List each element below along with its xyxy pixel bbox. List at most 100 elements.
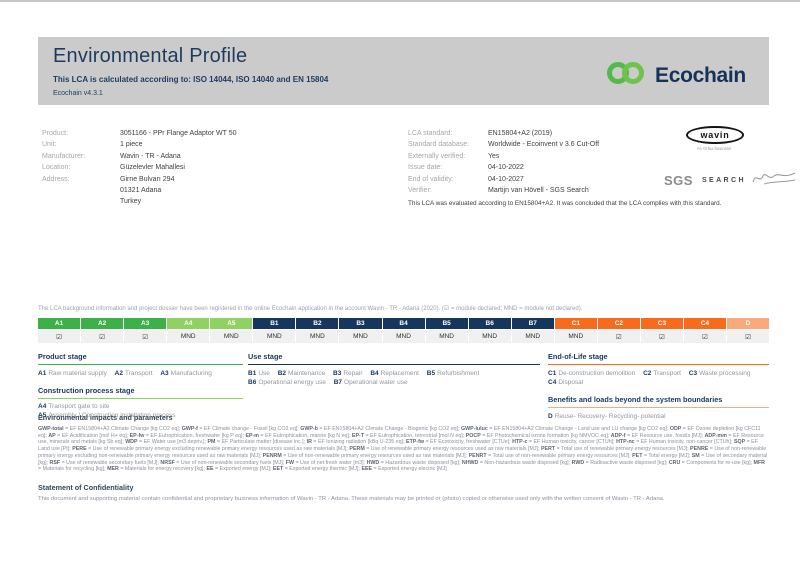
impact-definition: HTP-cEF Human toxicity, cancer [CTUh] [512, 439, 615, 445]
impact-term: GWP-luluc [461, 426, 494, 432]
impact-description: Exported energy thermic [MJ] [289, 466, 359, 473]
impact-description: Hazardous waste disposed [kg] [385, 459, 459, 466]
info-row: Standard database: Worldwide - Ecoinvent… [408, 139, 708, 150]
info-row: Location: Güzelevler Mahallesi [42, 162, 382, 173]
impact-definition: PEREUse of renewable primary energy excl… [72, 446, 348, 452]
legend-item: B5 Refurbishment [427, 370, 480, 377]
impact-term: PET [632, 453, 648, 459]
impact-description: EF Ecotoxicity, freshwater [CTUe] [430, 439, 510, 446]
module-column: B1 MND [253, 318, 296, 343]
impact-definition: EEEExported energy electric [MJ] [361, 466, 446, 472]
legend-title-eol-stage: End-of-Life stage [548, 352, 769, 365]
product-info-section: Product: 3051166 - PPr Flange Adaptor WT… [42, 128, 382, 208]
impact-term: AP [48, 433, 61, 439]
impact-description: Radioactive waste disposed [kg] [590, 459, 666, 466]
impact-description: Non-hazardous waste disposed [kg] [484, 459, 569, 466]
impact-term: EET [273, 466, 289, 472]
legend-item: C4 Disposal [548, 379, 583, 386]
impact-description: Use of renewable primary energy excludin… [92, 446, 347, 453]
legend-item: B6 Operational energy use [248, 379, 326, 386]
impact-term: EE [206, 466, 219, 472]
impact-definition: PERMUse of renewable primary energy reso… [349, 446, 539, 452]
info-label: Issue date: [408, 164, 443, 172]
impact-description: Exported energy [MJ] [219, 466, 270, 473]
impact-definition: CRUComponents for re-use [kg] [669, 460, 752, 466]
impact-term: PERT [541, 446, 561, 452]
impact-description: Use of non-renewable primary energy reso… [287, 452, 466, 459]
version-label: Ecochain v4.3.1 [53, 90, 103, 97]
stage-code: C4 [548, 379, 557, 386]
evaluation-note: This LCA was evaluated according to EN15… [408, 200, 722, 207]
stage-label: Transport [124, 370, 153, 377]
ecochain-chain-icon [606, 59, 648, 92]
impact-description: Use of secondary material [kg] [38, 452, 768, 466]
impact-term: GWP-b [300, 426, 324, 432]
info-value: Wavin - TR - Adana [120, 152, 181, 160]
impact-definition: RWDRadioactive waste disposed [kg] [572, 460, 668, 466]
module-header-cell: A4 [167, 318, 210, 329]
impact-term: GWP-total [38, 426, 70, 432]
impact-term: FW [286, 460, 300, 466]
impact-description: Use of renewable secondary fuels [MJ] [66, 459, 158, 466]
module-header-cell: B1 [253, 318, 296, 329]
legend-item: D Reuse- Recovery- Recycling- potential [548, 413, 666, 420]
stage-label: Replacement [380, 370, 419, 377]
impact-term: RWD [572, 460, 591, 466]
stage-label: Transport gate to site [48, 403, 110, 410]
impact-definition: FWUse of net fresh water [m3] [286, 460, 365, 466]
module-header-cell: B3 [339, 318, 382, 329]
impact-description: Materials for energy recovery [kg] [124, 466, 204, 473]
impact-term: SQP [734, 439, 751, 445]
impact-description: EF Resource use, fossils [MJ] [631, 432, 702, 439]
construction-stage-items: A4 Transport gate to site A5 Assembly / Co… [38, 403, 243, 420]
module-column: B2 MND [296, 318, 339, 343]
confidentiality-text: This document and supporting material co… [38, 496, 665, 502]
module-status-cell: MND [339, 330, 382, 343]
module-column: A2 ☑ [81, 318, 124, 343]
impact-description: EF Climate change - Fossil [kg CO2 eq] [203, 426, 298, 432]
impact-term: WDP [125, 439, 143, 445]
impact-definition: EEExported energy [MJ] [206, 466, 271, 472]
stage-label: Use [258, 370, 270, 377]
wavin-tagline: An Orbia business [696, 146, 732, 151]
impact-term: POCP [466, 433, 487, 439]
info-row: Verifier: Martijn van Hövell - SGS Searc… [408, 185, 708, 196]
impacts-title: Environmental impacts and parameters [38, 413, 173, 422]
wavin-logo: wavin [686, 126, 744, 144]
module-status-cell: ☑ [124, 330, 167, 343]
impacts-definitions: GWP-totalEF EN15804+A2 Climate Change [k… [38, 426, 769, 473]
legend-item: B1 Use [248, 370, 270, 377]
stage-code: A3 [160, 370, 169, 377]
impact-definition: PENRMUse of non-renewable primary energy… [263, 453, 468, 459]
use-stage-items: B1 Use B2 Maintenance B3 Repair B4 Replaceme… [248, 369, 540, 387]
stage-label: De-construction demolition [558, 370, 636, 377]
impacts-section: Environmental impacts and parameters GWP… [38, 413, 769, 473]
page-top-edge [0, 0, 800, 2]
info-value: 04-10-2027 [488, 175, 524, 183]
impact-description: Materials for recycling [kg] [42, 466, 105, 473]
legend-item: C2 Transport [643, 370, 681, 377]
module-header-cell: D [727, 318, 770, 329]
impact-term: ADP-f [611, 433, 632, 439]
confidentiality-title: Statement of Confidentiality [38, 483, 134, 492]
module-status-cell: ☑ [38, 330, 81, 343]
header-band: Environmental Profile This LCA is calcul… [38, 37, 769, 105]
module-column: C4 ☑ [683, 318, 726, 343]
stage-code: B7 [333, 379, 343, 386]
impact-term: IR [307, 439, 318, 445]
module-header-cell: C3 [640, 318, 683, 329]
info-row: Issue date: 04-10-2022 [408, 162, 708, 173]
stage-label: Refurbishment [437, 370, 480, 377]
module-column: C1 MND [554, 318, 597, 343]
info-label: Manufacturer: [42, 152, 86, 160]
eol-stage-items: C1 De-construction demolition C2 Transport… [548, 369, 769, 387]
impact-description: EF Acidification [mol H+ eq] [61, 432, 127, 439]
module-header-cell: C1 [554, 318, 597, 329]
module-column: A3 ☑ [124, 318, 167, 343]
stage-label: Transport [653, 370, 681, 377]
info-value: Güzelevler Mahallesi [120, 164, 185, 172]
info-row: Externally verified: Yes [408, 151, 708, 162]
impact-description: EF Resource use, minerals and metals [kg… [38, 432, 764, 446]
info-row: Unit: 1 piece [42, 139, 382, 150]
module-header-cell: A2 [81, 318, 124, 329]
